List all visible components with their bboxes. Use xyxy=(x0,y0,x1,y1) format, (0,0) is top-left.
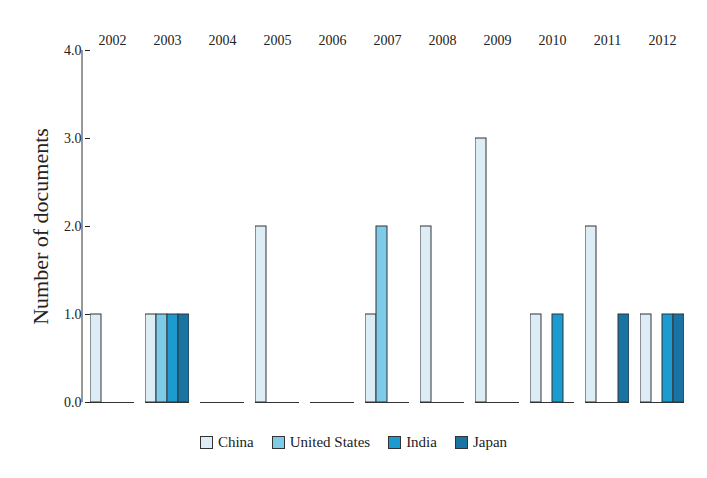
svg-text:2012: 2012 xyxy=(649,33,677,48)
svg-text:2005: 2005 xyxy=(264,33,292,48)
svg-text:0.0: 0.0 xyxy=(64,395,82,410)
svg-text:2007: 2007 xyxy=(374,33,402,48)
svg-text:2010: 2010 xyxy=(539,33,567,48)
svg-text:3.0: 3.0 xyxy=(64,131,82,146)
svg-text:1.0: 1.0 xyxy=(64,307,82,322)
svg-text:2009: 2009 xyxy=(484,33,512,48)
svg-text:2002: 2002 xyxy=(99,33,127,48)
svg-text:2008: 2008 xyxy=(429,33,457,48)
html-text:India: India xyxy=(406,434,437,450)
svg-text:2004: 2004 xyxy=(209,33,237,48)
svg-text:2011: 2011 xyxy=(594,33,621,48)
svg-text:2.0: 2.0 xyxy=(64,219,82,234)
html-text:United States: United States xyxy=(289,434,371,450)
svg-text:2006: 2006 xyxy=(319,33,347,48)
svg-text:2003: 2003 xyxy=(154,33,182,48)
svg-text:Number of documents: Number of documents xyxy=(28,128,53,325)
html-text:China: China xyxy=(217,434,254,450)
html-text:Japan: Japan xyxy=(473,434,508,450)
svg-text:4.0: 4.0 xyxy=(64,43,82,58)
